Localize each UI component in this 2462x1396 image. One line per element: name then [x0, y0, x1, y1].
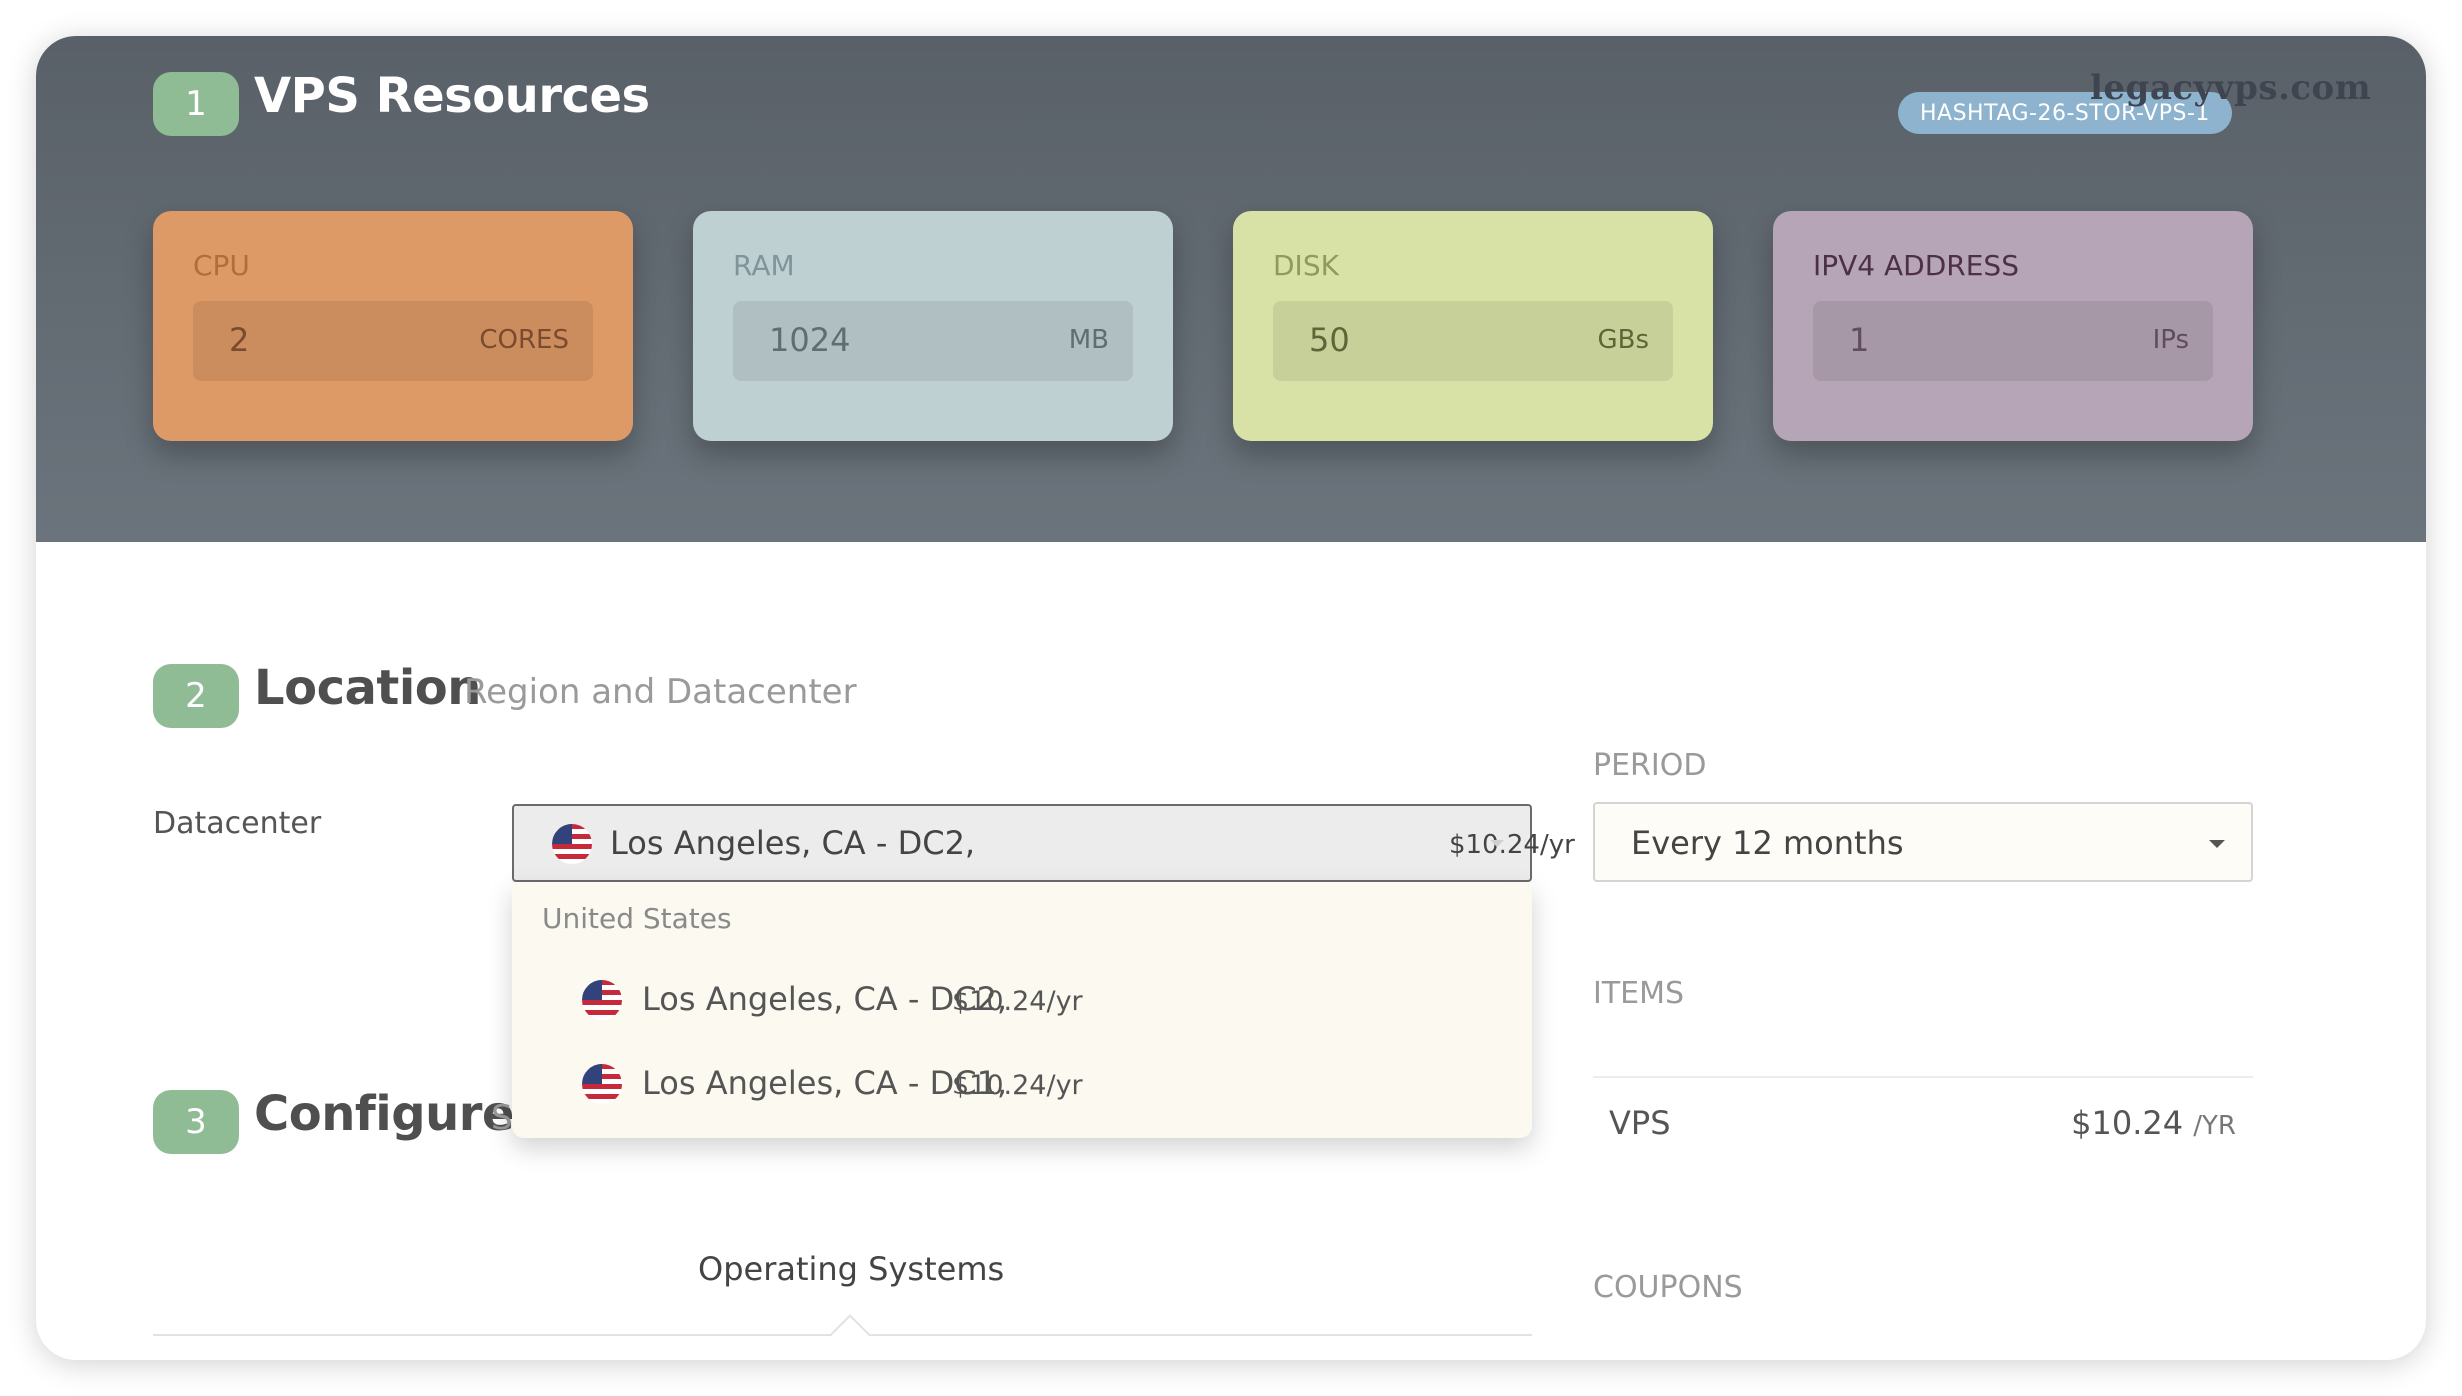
datacenter-select[interactable]: Los Angeles, CA - DC2, $10.24/yr	[512, 804, 1575, 882]
datacenter-option-dc2[interactable]: Los Angeles, CA - DC2, $10.24/yr	[512, 958, 1532, 1042]
ipv4-field[interactable]: 1 IPs	[1813, 301, 2213, 381]
cpu-value: 2	[229, 321, 250, 359]
configure-subtitle-partial: S	[491, 1098, 513, 1138]
cpu-field[interactable]: 2 CORES	[193, 301, 593, 381]
dropdown-group-label: United States	[542, 902, 732, 935]
active-tab-indicator	[830, 1314, 870, 1354]
cpu-unit: CORES	[479, 325, 569, 355]
option-price: $10.24/yr	[952, 1070, 1083, 1101]
location-title: Location	[254, 660, 481, 716]
chevron-down-icon	[1490, 840, 1504, 847]
resources-header: 1 VPS Resources HASHTAG-26-STOR-VPS-1 le…	[36, 36, 2426, 542]
ipv4-label: IPV4 ADDRESS	[1813, 249, 2019, 282]
disk-field[interactable]: 50 GBs	[1273, 301, 1673, 381]
item-price: $10.24 /YR	[2071, 1104, 2236, 1142]
disk-card: DISK 50 GBs	[1233, 211, 1713, 441]
step-badge-1: 1	[153, 72, 239, 136]
ram-value: 1024	[769, 321, 851, 359]
disk-unit: GBs	[1597, 325, 1649, 355]
step-badge-3: 3	[153, 1090, 239, 1154]
configure-title: Configure	[254, 1086, 514, 1142]
items-divider	[1593, 1076, 2253, 1078]
period-value: Every 12 months	[1631, 824, 1904, 862]
ipv4-card: IPV4 ADDRESS 1 IPs	[1773, 211, 2253, 441]
disk-label: DISK	[1273, 249, 1339, 282]
selected-datacenter-price: $10.24/yr	[1449, 830, 1575, 860]
watermark: legacyvps.com	[2090, 68, 2372, 108]
option-price: $10.24/yr	[952, 986, 1083, 1017]
us-flag-icon	[582, 1064, 622, 1104]
items-label: ITEMS	[1593, 976, 1685, 1011]
step-badge-2: 2	[153, 664, 239, 728]
option-name: Los Angeles, CA - DC2,	[642, 980, 1008, 1018]
ram-field[interactable]: 1024 MB	[733, 301, 1133, 381]
ram-label: RAM	[733, 249, 795, 282]
period-label: PERIOD	[1593, 748, 1707, 783]
option-name: Los Angeles, CA - DC1,	[642, 1064, 1008, 1102]
item-name: VPS	[1609, 1104, 1671, 1142]
us-flag-icon	[582, 980, 622, 1020]
item-price-amount: $10.24	[2071, 1104, 2184, 1142]
item-price-period: /YR	[2193, 1111, 2236, 1141]
ipv4-unit: IPs	[2152, 325, 2189, 355]
plan-hashtag-badge: HASHTAG-26-STOR-VPS-1	[1898, 92, 2232, 134]
coupons-label: COUPONS	[1593, 1270, 1743, 1305]
ram-card: RAM 1024 MB	[693, 211, 1173, 441]
selected-datacenter-name: Los Angeles, CA - DC2,	[610, 824, 976, 862]
chevron-down-icon	[2209, 840, 2225, 848]
ram-unit: MB	[1068, 325, 1109, 355]
tab-operating-systems[interactable]: Operating Systems	[698, 1250, 1005, 1288]
us-flag-icon	[552, 824, 592, 864]
cpu-card: CPU 2 CORES	[153, 211, 633, 441]
order-form-window: 1 VPS Resources HASHTAG-26-STOR-VPS-1 le…	[36, 36, 2426, 1360]
period-select[interactable]: Every 12 months	[1593, 802, 2253, 882]
datacenter-option-dc1[interactable]: Los Angeles, CA - DC1, $10.24/yr	[512, 1042, 1532, 1126]
ipv4-value: 1	[1849, 321, 1870, 359]
location-subtitle: Region and Datacenter	[464, 672, 857, 712]
disk-value: 50	[1309, 321, 1350, 359]
datacenter-dropdown: United States Los Angeles, CA - DC2, $10…	[512, 882, 1532, 1138]
cpu-label: CPU	[193, 249, 250, 282]
datacenter-label: Datacenter	[153, 806, 322, 841]
resources-title: VPS Resources	[254, 68, 650, 124]
